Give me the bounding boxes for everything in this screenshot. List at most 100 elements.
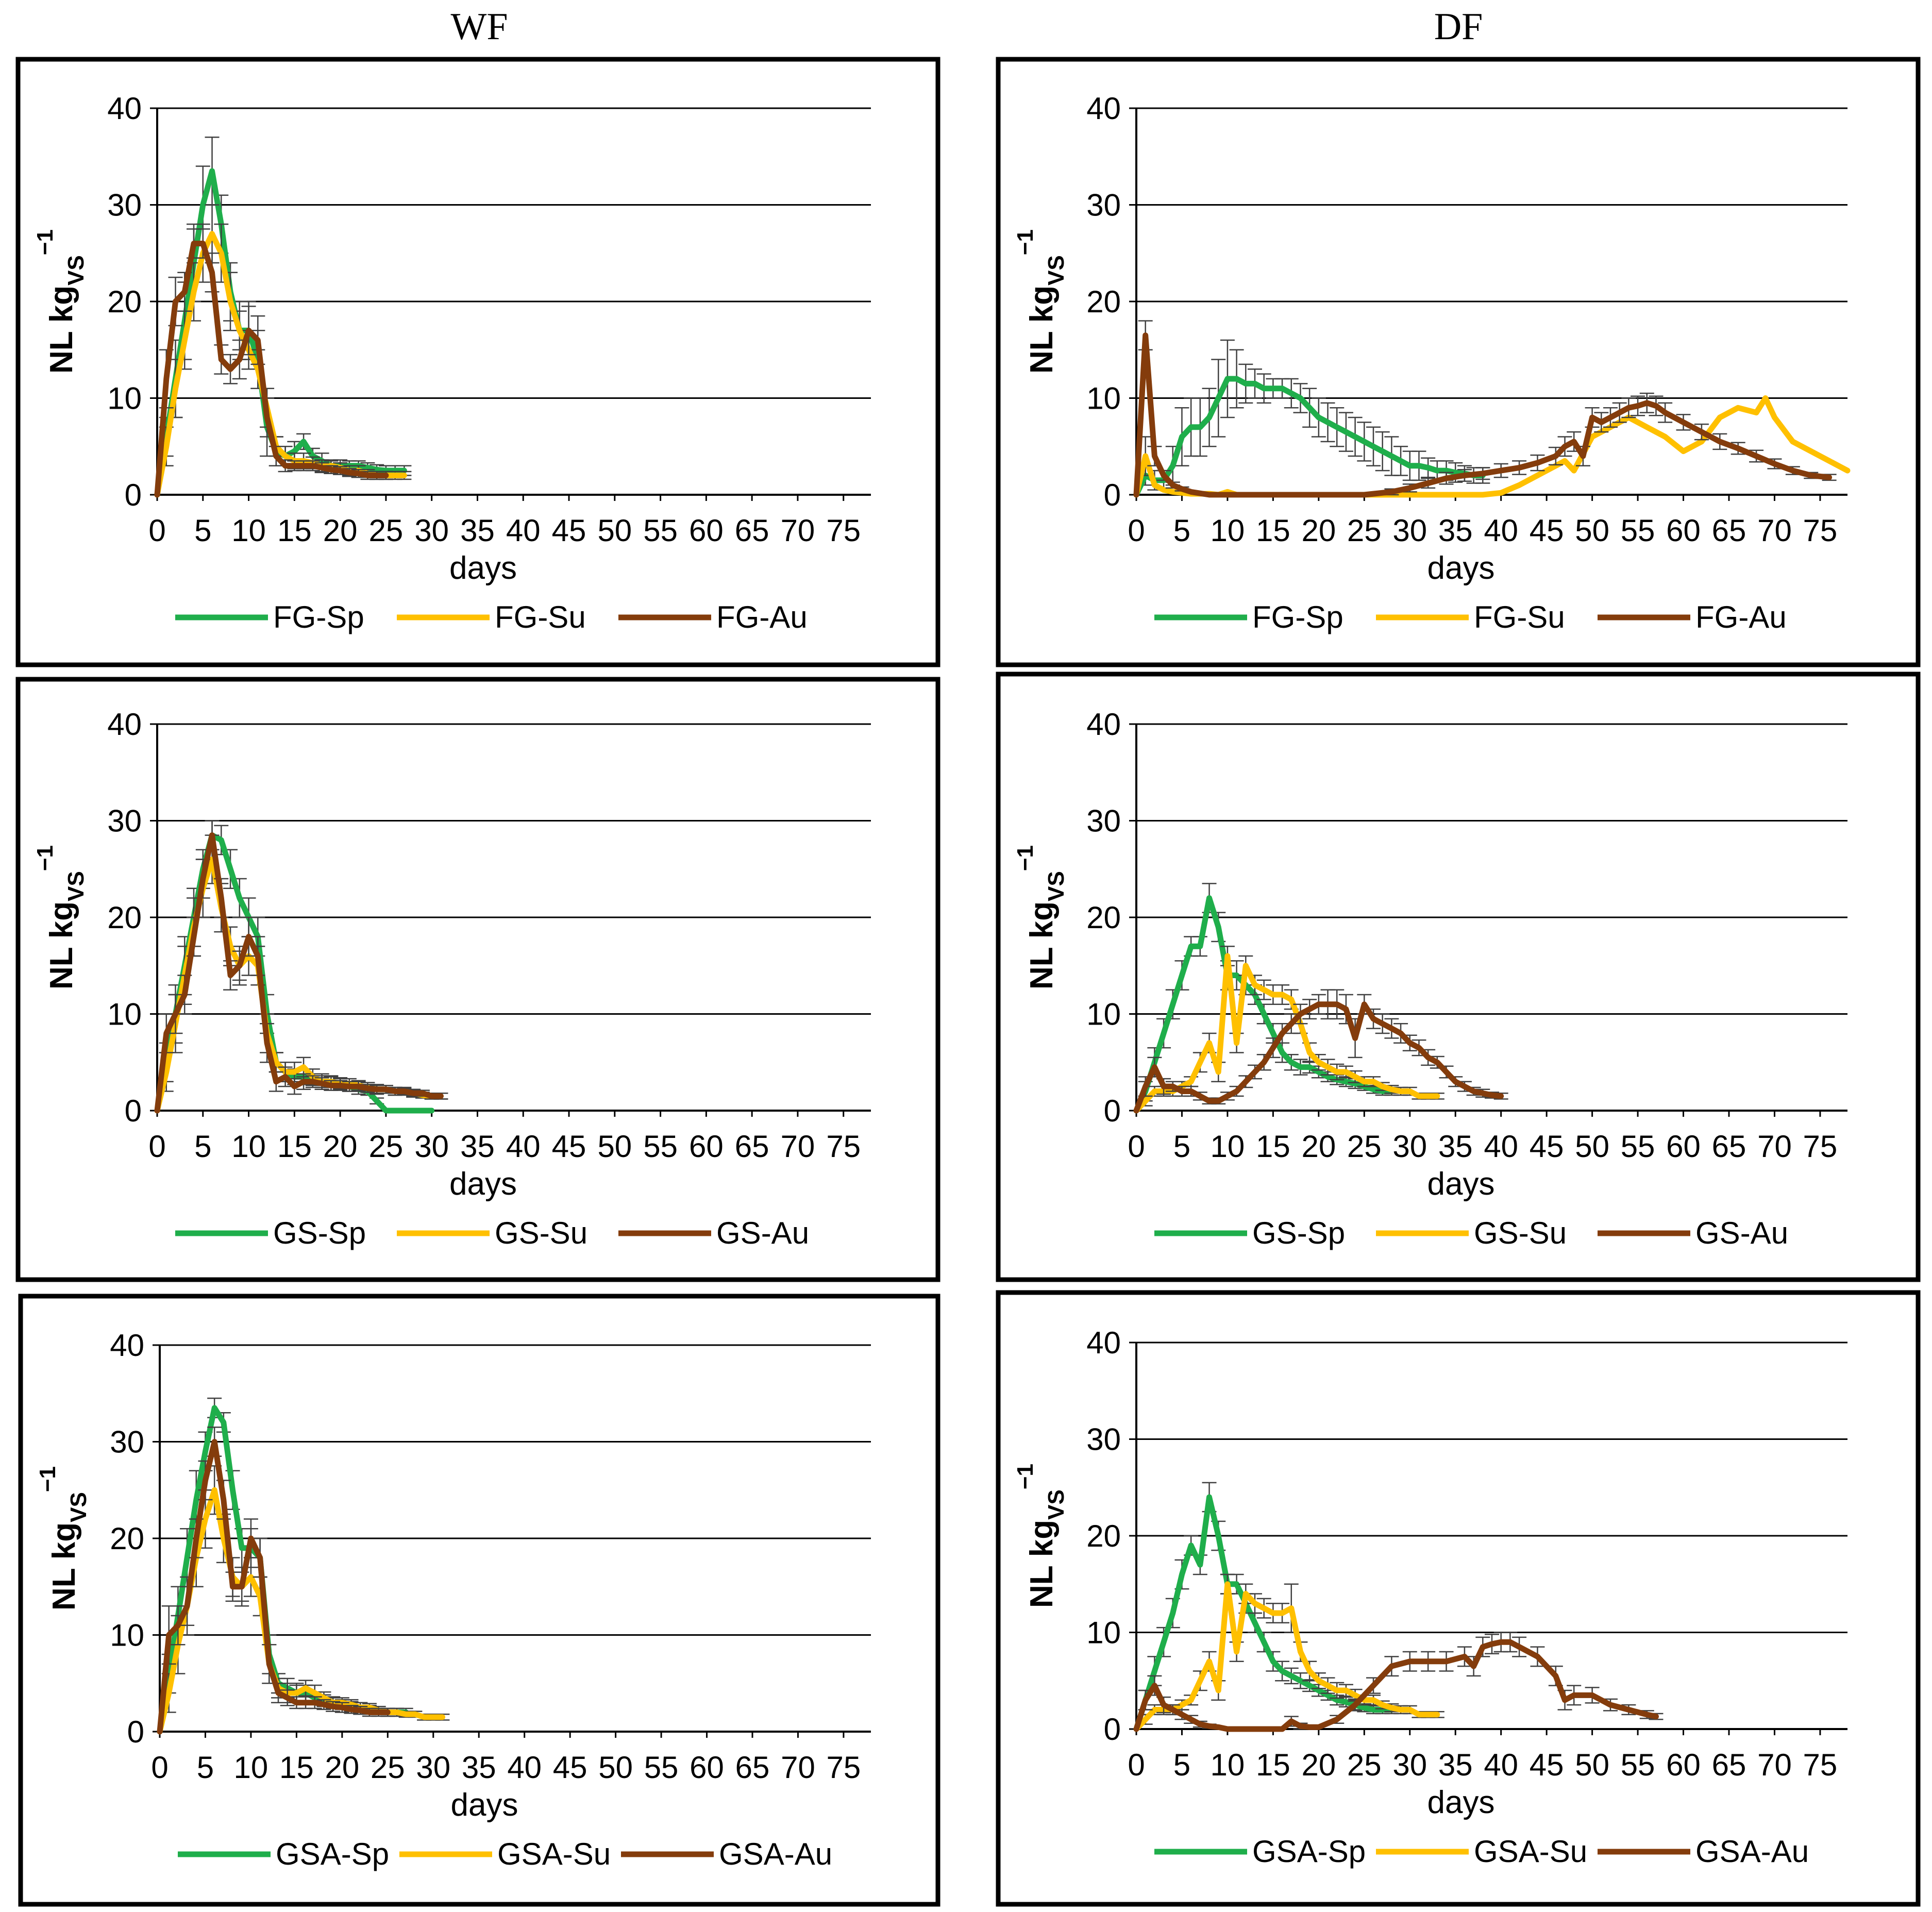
x-tick-label: 60	[689, 513, 724, 548]
y-tick-label: 20	[1086, 284, 1121, 319]
y-tick-label: 20	[107, 284, 142, 319]
legend-item-fg-su: FG-Su	[1376, 600, 1565, 634]
legend-label: FG-Sp	[1252, 600, 1343, 634]
x-tick-label: 15	[279, 1750, 314, 1785]
y-axis-label: NL kgVS−1	[1013, 1464, 1069, 1608]
x-tick-label: 45	[1530, 513, 1564, 548]
x-tick-label: 65	[735, 513, 769, 548]
x-tick-label: 15	[1256, 1748, 1290, 1782]
legend-item-fg-sp: FG-Sp	[175, 600, 364, 634]
x-tick-label: 65	[735, 1129, 769, 1164]
series-gsa-su	[1133, 1573, 1444, 1732]
y-tick-label: 40	[1086, 1326, 1121, 1360]
x-tick-label: 55	[1621, 513, 1655, 548]
series-line	[1133, 376, 1486, 498]
x-tick-label: 70	[781, 1129, 815, 1164]
x-tick-label: 15	[277, 1129, 312, 1164]
x-tick-label: 25	[371, 1750, 405, 1785]
series-gs-su	[1133, 946, 1444, 1114]
x-tick-label: 0	[148, 1129, 165, 1164]
x-tick-label: 50	[597, 1129, 632, 1164]
legend-label: FG-Su	[1474, 600, 1565, 634]
chart-frame	[996, 672, 1921, 1282]
chart-frame	[996, 57, 1921, 667]
y-axis-label-sub: VS	[1044, 871, 1069, 901]
series-line	[1133, 332, 1833, 498]
x-tick-label: 55	[644, 1750, 679, 1785]
x-tick-label: 30	[1392, 513, 1427, 548]
y-tick-label: 20	[1086, 900, 1121, 935]
y-tick-label: 0	[1104, 1712, 1121, 1747]
chart-frame	[15, 677, 940, 1282]
legend-item-fg-au: FG-Au	[618, 600, 808, 634]
x-tick-label: 55	[643, 513, 678, 548]
legend-label: GS-Au	[716, 1216, 809, 1250]
y-axis-label-sup: −1	[35, 1466, 60, 1492]
series-line	[1133, 1001, 1504, 1114]
legend-label: GSA-Su	[1474, 1834, 1587, 1869]
y-axis-label-main: NL kg	[1024, 286, 1060, 374]
legend-label: FG-Sp	[273, 600, 364, 634]
series-line	[157, 1487, 445, 1735]
x-tick-label: 75	[826, 513, 861, 548]
x-tick-label: 50	[598, 1750, 633, 1785]
chart-frame	[996, 1290, 1921, 1907]
y-tick-label: 30	[1086, 804, 1121, 838]
x-tick-label: 25	[369, 1129, 404, 1164]
x-tick-label: 25	[369, 513, 404, 548]
legend-item-gsa-su: GSA-Su	[1376, 1834, 1587, 1869]
x-tick-label: 35	[1438, 513, 1473, 548]
x-axis-label: days	[1427, 1166, 1495, 1202]
x-tick-label: 65	[735, 1750, 770, 1785]
y-axis-label: NL kgVS−1	[32, 229, 89, 374]
x-tick-label: 55	[1621, 1129, 1655, 1164]
y-axis-label-sup: −1	[1013, 229, 1038, 255]
y-axis-label-sup: −1	[1013, 1464, 1038, 1489]
x-tick-label: 25	[1347, 1748, 1382, 1782]
x-tick-label: 5	[194, 513, 211, 548]
x-tick-label: 75	[1803, 1129, 1838, 1164]
x-tick-label: 70	[781, 513, 815, 548]
x-tick-label: 10	[231, 513, 266, 548]
y-axis-label: NL kgVS−1	[32, 845, 89, 989]
x-tick-label: 50	[1575, 1129, 1609, 1164]
x-tick-label: 20	[1301, 1129, 1336, 1164]
x-tick-label: 40	[507, 1750, 542, 1785]
y-axis-label-sub: VS	[1044, 255, 1069, 286]
y-axis-label-main: NL kg	[46, 1522, 82, 1611]
y-axis-label-sub: VS	[1044, 1489, 1069, 1520]
series-line	[157, 1439, 391, 1735]
x-axis-label: days	[451, 1787, 518, 1823]
x-tick-label: 60	[1666, 513, 1701, 548]
x-tick-label: 35	[460, 1129, 495, 1164]
y-axis-label: NL kgVS−1	[35, 1466, 91, 1611]
x-tick-label: 45	[552, 513, 586, 548]
y-axis-label-sup: −1	[1013, 845, 1038, 871]
series-gs-au	[154, 820, 448, 1114]
chart-frame	[18, 1294, 940, 1907]
x-tick-label: 35	[1438, 1748, 1473, 1782]
legend-item-gs-su: GS-Su	[397, 1216, 587, 1250]
y-axis-label-sup: −1	[32, 845, 58, 871]
x-tick-label: 50	[1575, 1748, 1609, 1782]
x-tick-label: 75	[827, 1750, 861, 1785]
x-tick-label: 10	[1211, 513, 1245, 548]
legend-item-gsa-au: GSA-Au	[621, 1837, 832, 1871]
legend-item-gs-au: GS-Au	[618, 1216, 809, 1250]
y-axis-label: NL kgVS−1	[1013, 845, 1069, 989]
x-tick-label: 35	[1438, 1129, 1473, 1164]
series-line	[1133, 1494, 1395, 1732]
x-tick-label: 50	[597, 513, 632, 548]
x-tick-label: 20	[325, 1750, 359, 1785]
x-tick-label: 20	[323, 513, 358, 548]
x-tick-label: 30	[414, 1129, 449, 1164]
y-tick-label: 10	[1086, 381, 1121, 416]
series-fg-sp	[1133, 339, 1490, 498]
x-tick-label: 65	[1712, 1748, 1746, 1782]
y-axis-label-main: NL kg	[44, 901, 79, 989]
legend-label: GSA-Au	[719, 1837, 832, 1871]
x-tick-label: 0	[1128, 513, 1145, 548]
